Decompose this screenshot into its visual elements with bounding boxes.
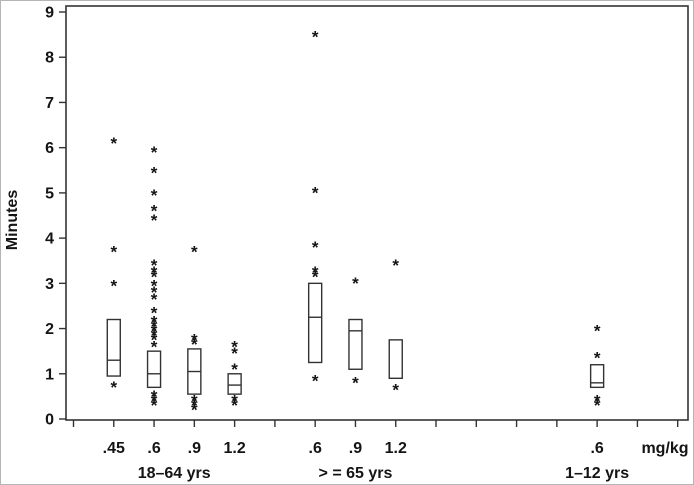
- y-tick-label: 1: [45, 366, 54, 383]
- y-tick-label: 0: [45, 412, 54, 429]
- outlier-marker: *: [312, 238, 319, 257]
- outlier-marker: *: [231, 396, 238, 415]
- outlier-marker: *: [191, 396, 198, 415]
- outlier-marker: *: [151, 267, 158, 286]
- box: [348, 318, 363, 370]
- outlier-marker: *: [110, 378, 117, 397]
- x-tick-label: .6: [309, 440, 322, 457]
- outlier-marker: *: [151, 290, 158, 309]
- outlier-marker: *: [151, 211, 158, 230]
- outlier-marker: *: [151, 143, 158, 162]
- outlier-marker: *: [191, 242, 198, 261]
- outlier-marker: *: [352, 274, 359, 293]
- outlier-marker: *: [594, 392, 601, 411]
- outlier-marker: *: [151, 317, 158, 336]
- y-tick-label: 7: [45, 95, 54, 112]
- y-tick-label: 8: [45, 50, 54, 67]
- outlier-marker: *: [151, 202, 158, 221]
- y-tick-label: 2: [45, 321, 54, 338]
- outlier-marker: *: [312, 184, 319, 203]
- outlier-marker: *: [110, 134, 117, 153]
- y-axis-label: Minutes: [4, 190, 21, 251]
- plot-frame: [65, 5, 689, 421]
- outlier-marker: *: [151, 337, 158, 356]
- y-tick-label: 3: [45, 276, 54, 293]
- outlier-marker: *: [151, 276, 158, 295]
- outlier-marker: *: [151, 313, 158, 332]
- outlier-marker: *: [191, 335, 198, 354]
- x-axis-unit-label: mg/kg: [641, 440, 688, 457]
- outlier-marker: *: [151, 283, 158, 302]
- box: [146, 350, 162, 389]
- outlier-marker: *: [312, 371, 319, 390]
- outlier-marker: *: [312, 267, 319, 286]
- x-tick-label: .9: [349, 440, 362, 457]
- outlier-marker: *: [231, 360, 238, 379]
- box: [307, 282, 323, 364]
- box: [106, 318, 121, 377]
- outlier-marker: *: [151, 163, 158, 182]
- outlier-marker: *: [110, 242, 117, 261]
- outlier-marker: *: [312, 28, 319, 47]
- x-tick-label: 1.2: [223, 440, 245, 457]
- group-label: 1–12 yrs: [565, 465, 629, 482]
- outlier-marker: *: [392, 380, 399, 399]
- y-tick-label: 6: [45, 140, 54, 157]
- outlier-marker: *: [151, 186, 158, 205]
- outlier-marker: *: [151, 263, 158, 282]
- x-tick-label: .45: [103, 440, 125, 457]
- outlier-marker: *: [151, 331, 158, 350]
- y-tick-label: 5: [45, 185, 54, 202]
- x-tick-label: .6: [590, 440, 603, 457]
- outlier-marker: *: [231, 344, 238, 363]
- outlier-marker: *: [110, 276, 117, 295]
- box: [227, 373, 242, 395]
- group-label: 18–64 yrs: [138, 465, 211, 482]
- outlier-marker: *: [151, 392, 158, 411]
- y-tick-label: 9: [45, 5, 54, 22]
- outlier-marker: *: [151, 396, 158, 415]
- outlier-marker: *: [151, 256, 158, 275]
- outlier-marker: *: [594, 396, 601, 415]
- outlier-marker: *: [151, 326, 158, 345]
- x-tick-label: 1.2: [385, 440, 407, 457]
- outlier-marker: *: [151, 303, 158, 322]
- x-tick-label: .6: [147, 440, 160, 457]
- outlier-marker: *: [231, 337, 238, 356]
- outlier-marker: *: [392, 256, 399, 275]
- outlier-marker: *: [594, 322, 601, 341]
- box: [589, 364, 605, 389]
- outlier-marker: *: [191, 401, 198, 420]
- outlier-marker: *: [352, 374, 359, 393]
- box: [388, 339, 403, 380]
- outlier-marker: *: [231, 392, 238, 411]
- outlier-marker: *: [151, 322, 158, 341]
- x-tick-label: .9: [188, 440, 201, 457]
- group-label: > = 65 yrs: [319, 465, 393, 482]
- outlier-marker: *: [312, 263, 319, 282]
- y-tick-label: 4: [45, 231, 54, 248]
- outlier-marker: *: [594, 349, 601, 368]
- outlier-marker: *: [191, 392, 198, 411]
- outlier-marker: *: [151, 387, 158, 406]
- outlier-marker: *: [191, 331, 198, 350]
